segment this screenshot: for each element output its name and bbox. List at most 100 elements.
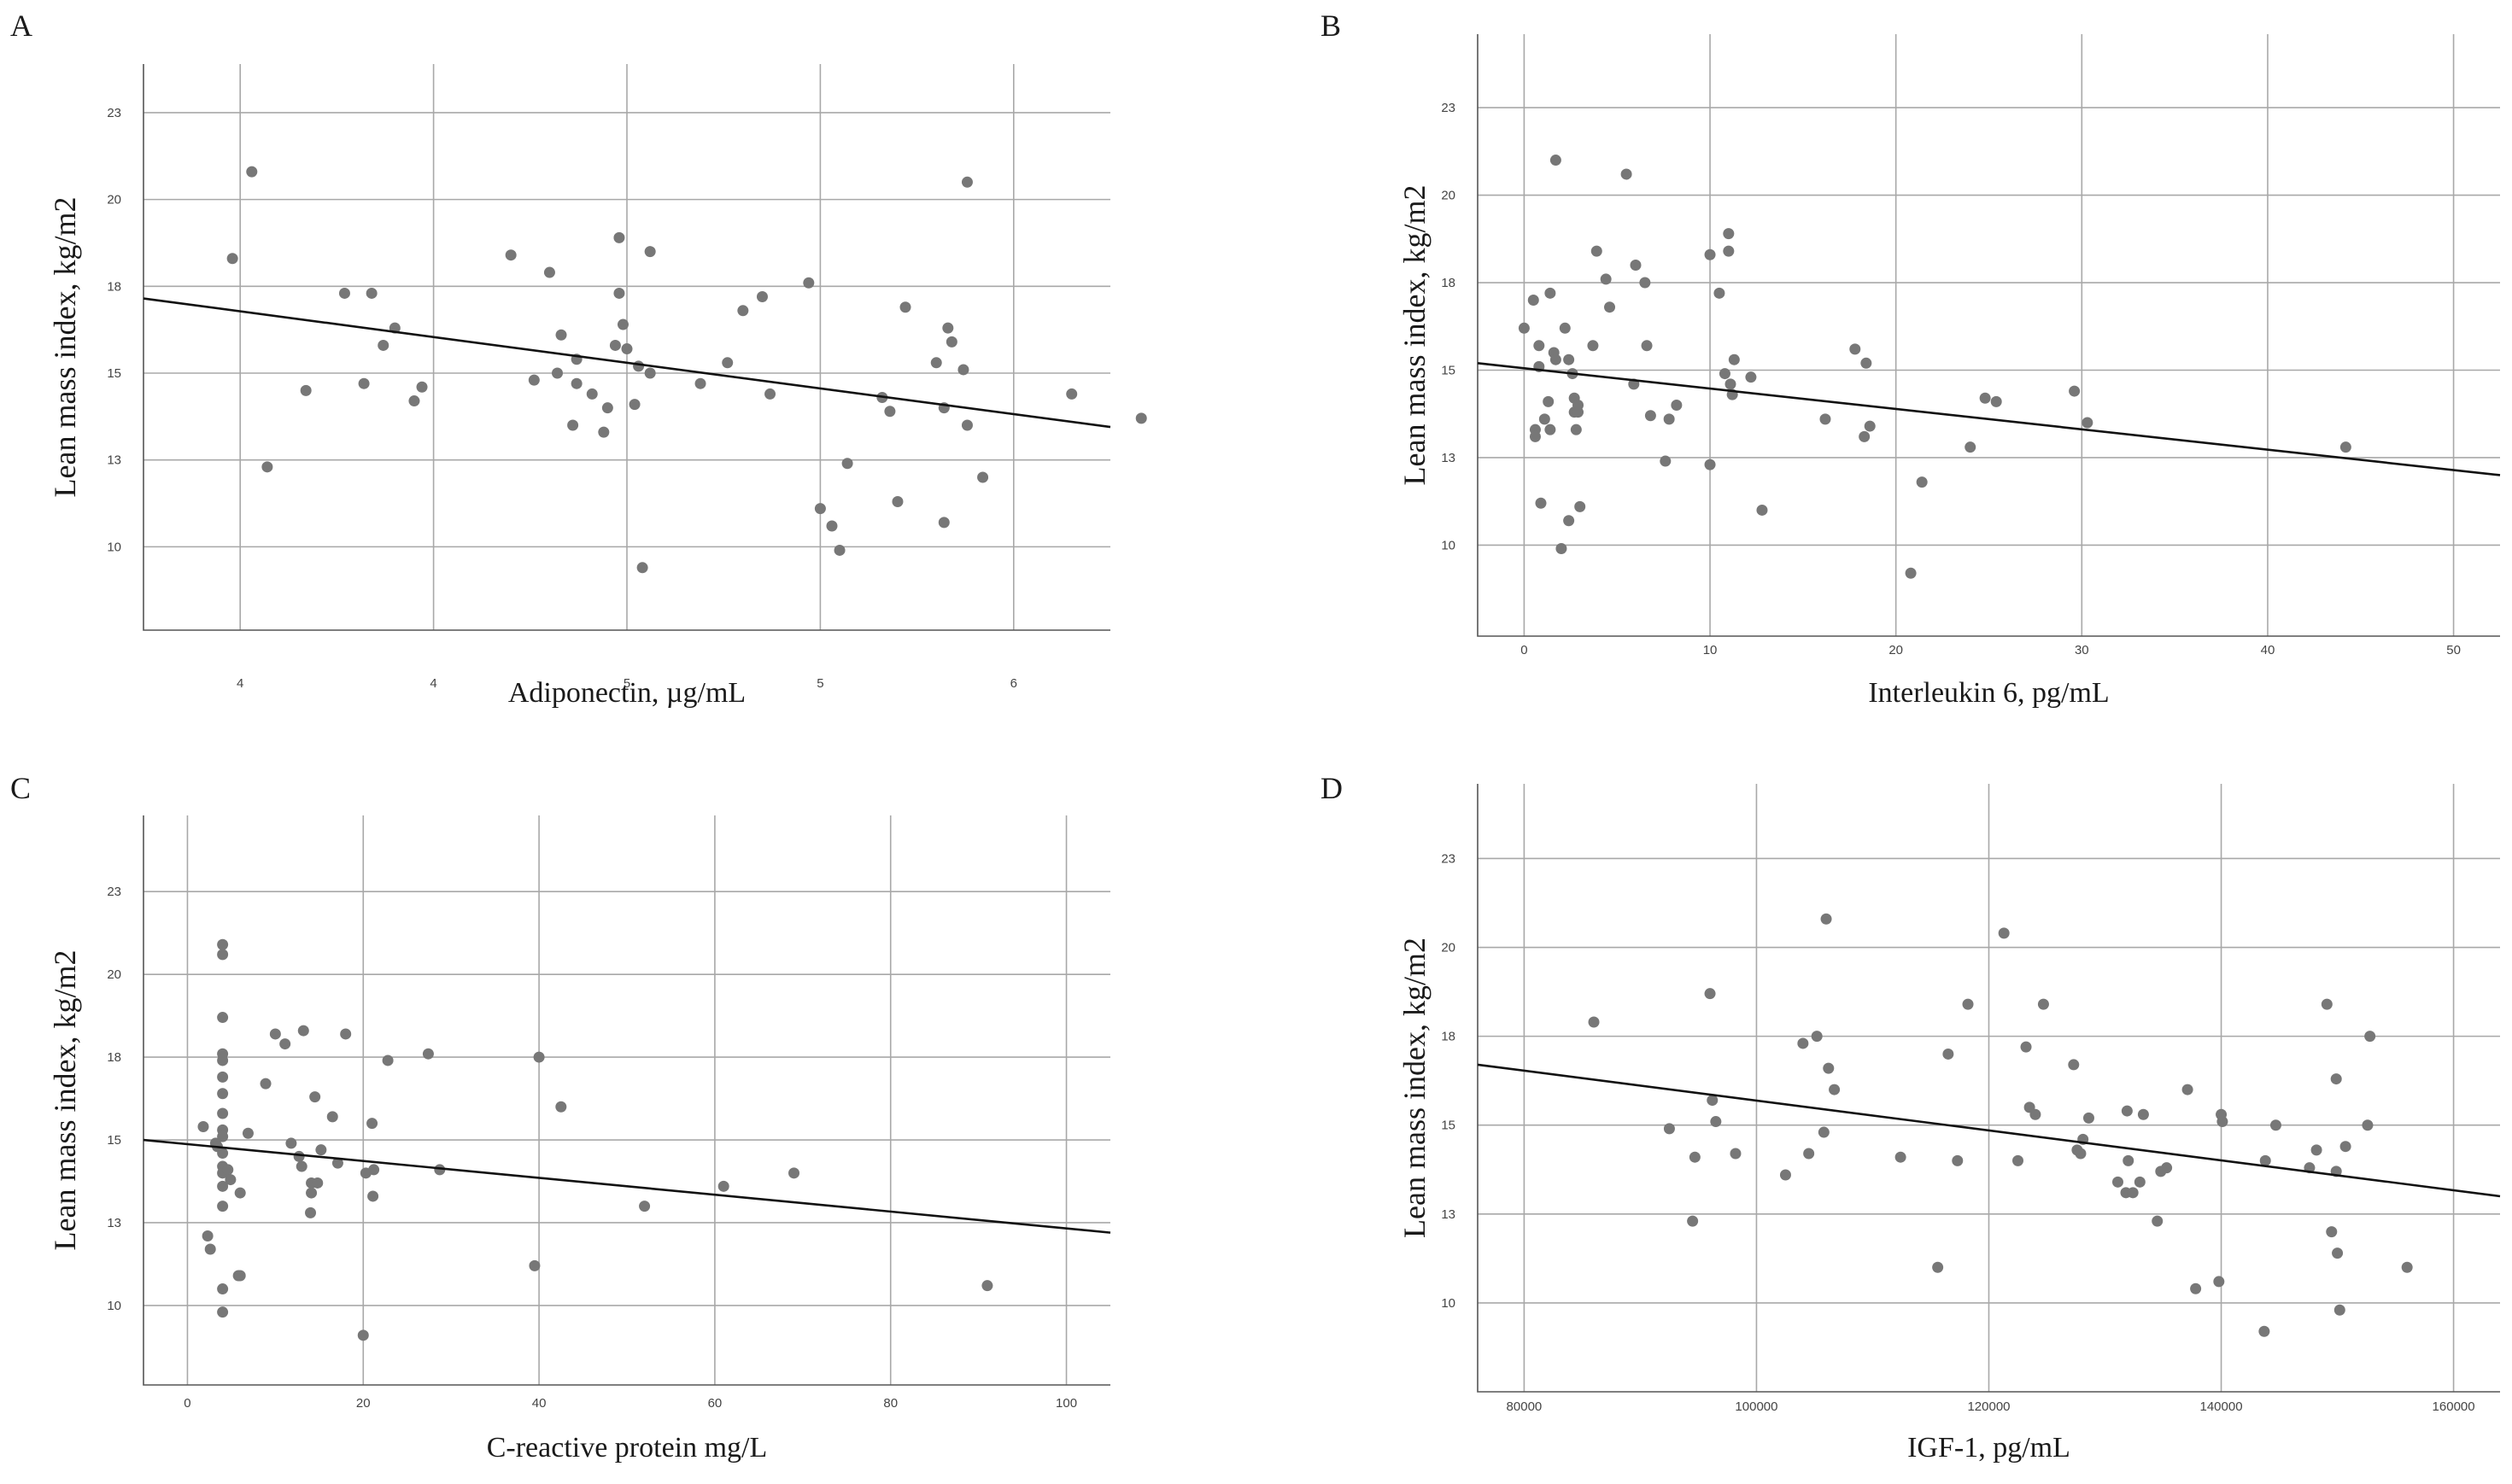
chart-a-y-axis-label: Lean mass index, kg/m2 — [48, 197, 82, 498]
chart-c-point — [306, 1187, 318, 1199]
chart-a: 4 4 5 5 6 10 13 15 18 20 23 Adiponectin, µg/mL Lean … — [48, 64, 1147, 709]
chart-b-point — [1538, 413, 1550, 425]
chart-c-point — [357, 1329, 369, 1341]
chart-c-ytick-label: 15 — [107, 1133, 121, 1148]
chart-b-xtick-label: 30 — [2075, 643, 2089, 657]
chart-b-point — [1723, 245, 1735, 257]
chart-a-point — [378, 339, 389, 351]
chart-b-point — [1604, 301, 1616, 313]
chart-d-point — [2362, 1119, 2374, 1131]
chart-a-point — [338, 287, 350, 299]
chart-a-point — [737, 305, 749, 317]
chart-b-point — [1544, 287, 1556, 299]
chart-b-point — [1544, 424, 1556, 435]
chart-c-point — [296, 1160, 307, 1172]
chart-c-point — [197, 1121, 209, 1133]
chart-d-point — [1797, 1037, 1809, 1049]
chart-a-point — [613, 287, 625, 299]
chart-c-point — [225, 1174, 237, 1186]
chart-d-point — [2075, 1148, 2087, 1160]
chart-b-point — [1723, 228, 1735, 240]
chart-b-ytick-label: 10 — [1441, 538, 1455, 552]
chart-b-ytick-label: 20 — [1441, 189, 1455, 203]
chart-b-point — [1660, 455, 1672, 467]
chart-a-xtick-label: 6 — [1010, 676, 1017, 691]
chart-c-point — [217, 1283, 229, 1295]
chart-c-point — [368, 1164, 380, 1176]
chart-d-point — [1689, 1151, 1701, 1163]
chart-a-point — [644, 246, 656, 258]
chart-c-point — [788, 1167, 800, 1179]
chart-c-point — [217, 938, 229, 950]
chart-c-point — [234, 1187, 246, 1199]
chart-b-point — [1663, 413, 1675, 425]
chart-d-axes — [1477, 784, 2500, 1393]
chart-c-point — [717, 1180, 729, 1192]
chart-c-point — [382, 1055, 394, 1066]
chart-a-point — [601, 402, 613, 414]
chart-a-xtick-label: 4 — [237, 676, 243, 691]
chart-d-xtick-label: 160000 — [2433, 1399, 2475, 1414]
chart-d-point — [1710, 1116, 1722, 1128]
chart-a-point — [1066, 388, 1078, 400]
chart-b-point — [2339, 441, 2351, 453]
chart-a-point — [961, 176, 973, 188]
chart-b-point — [1965, 441, 1976, 453]
chart-c-point — [981, 1280, 993, 1292]
chart-a-point — [551, 367, 563, 379]
chart-b-point — [1860, 357, 1872, 369]
chart-d-y-axis-label: Lean mass index, kg/m2 — [1397, 938, 1432, 1238]
chart-c-point — [312, 1177, 324, 1189]
chart-c-xtick-label: 40 — [532, 1396, 547, 1411]
chart-a-point — [613, 231, 625, 243]
chart-a-xtick-label: 5 — [817, 676, 823, 691]
chart-a-point — [942, 322, 954, 334]
chart-b-point — [1724, 378, 1736, 390]
panel-a: A 4 4 5 5 6 10 13 15 18 20 23 Adiponectin, µg/mL Lea… — [10, 9, 1147, 709]
chart-d-point — [2037, 998, 2049, 1010]
chart-a-point — [261, 461, 273, 473]
chart-b-point — [1572, 406, 1584, 418]
chart-d-xtick-label: 140000 — [2200, 1399, 2243, 1414]
panel-c: C 0 20 40 60 80 100 10 13 15 18 20 23 C-reactive pro… — [10, 771, 1111, 1464]
chart-d-point — [2127, 1187, 2139, 1199]
chart-b-point — [1644, 410, 1656, 422]
chart-c-y-axis-label: Lean mass index, kg/m2 — [48, 950, 82, 1251]
chart-d-point — [2332, 1247, 2344, 1259]
chart-c-point — [315, 1144, 327, 1156]
chart-d-point — [2020, 1041, 2032, 1053]
chart-b-point — [1979, 392, 1991, 404]
chart-d-point — [1730, 1148, 1742, 1160]
chart-a-point — [609, 339, 621, 351]
chart-d-ytick-label: 15 — [1441, 1119, 1455, 1133]
chart-d-ytick-label: 18 — [1441, 1030, 1455, 1044]
chart-d-point — [1704, 988, 1716, 1000]
chart-d-x-axis-label: IGF-1, pg/mL — [1907, 1432, 2070, 1464]
chart-b-point — [1533, 340, 1545, 352]
chart-b-point — [1563, 515, 1575, 527]
chart-d-fit-line — [1477, 1063, 2501, 1198]
chart-b-point — [1719, 368, 1730, 380]
chart-d-point — [1818, 1126, 1830, 1138]
chart-a-point — [694, 377, 706, 389]
chart-d-ytick-label: 10 — [1441, 1296, 1455, 1311]
chart-b-point — [1849, 343, 1861, 355]
chart-d-point — [1779, 1169, 1791, 1181]
chart-d-point — [2269, 1119, 2281, 1131]
chart-d-point — [2012, 1154, 2024, 1166]
chart-c-point — [366, 1118, 378, 1130]
chart-b-point — [1859, 430, 1871, 442]
chart-b-point — [1905, 567, 1917, 579]
chart-c-point — [309, 1091, 321, 1103]
chart-d-point — [2134, 1176, 2146, 1188]
panel-letter-b: B — [1320, 9, 1341, 43]
chart-a-ytick-label: 18 — [107, 279, 121, 294]
chart-d-point — [2259, 1154, 2271, 1166]
chart-d-point — [2029, 1108, 2041, 1120]
chart-b-point — [1745, 371, 1757, 383]
chart-c-point — [331, 1157, 343, 1169]
chart-c-point — [242, 1127, 254, 1139]
chart-a-point — [803, 277, 815, 289]
chart-a-point — [644, 367, 656, 379]
chart-d-point — [2213, 1276, 2225, 1288]
